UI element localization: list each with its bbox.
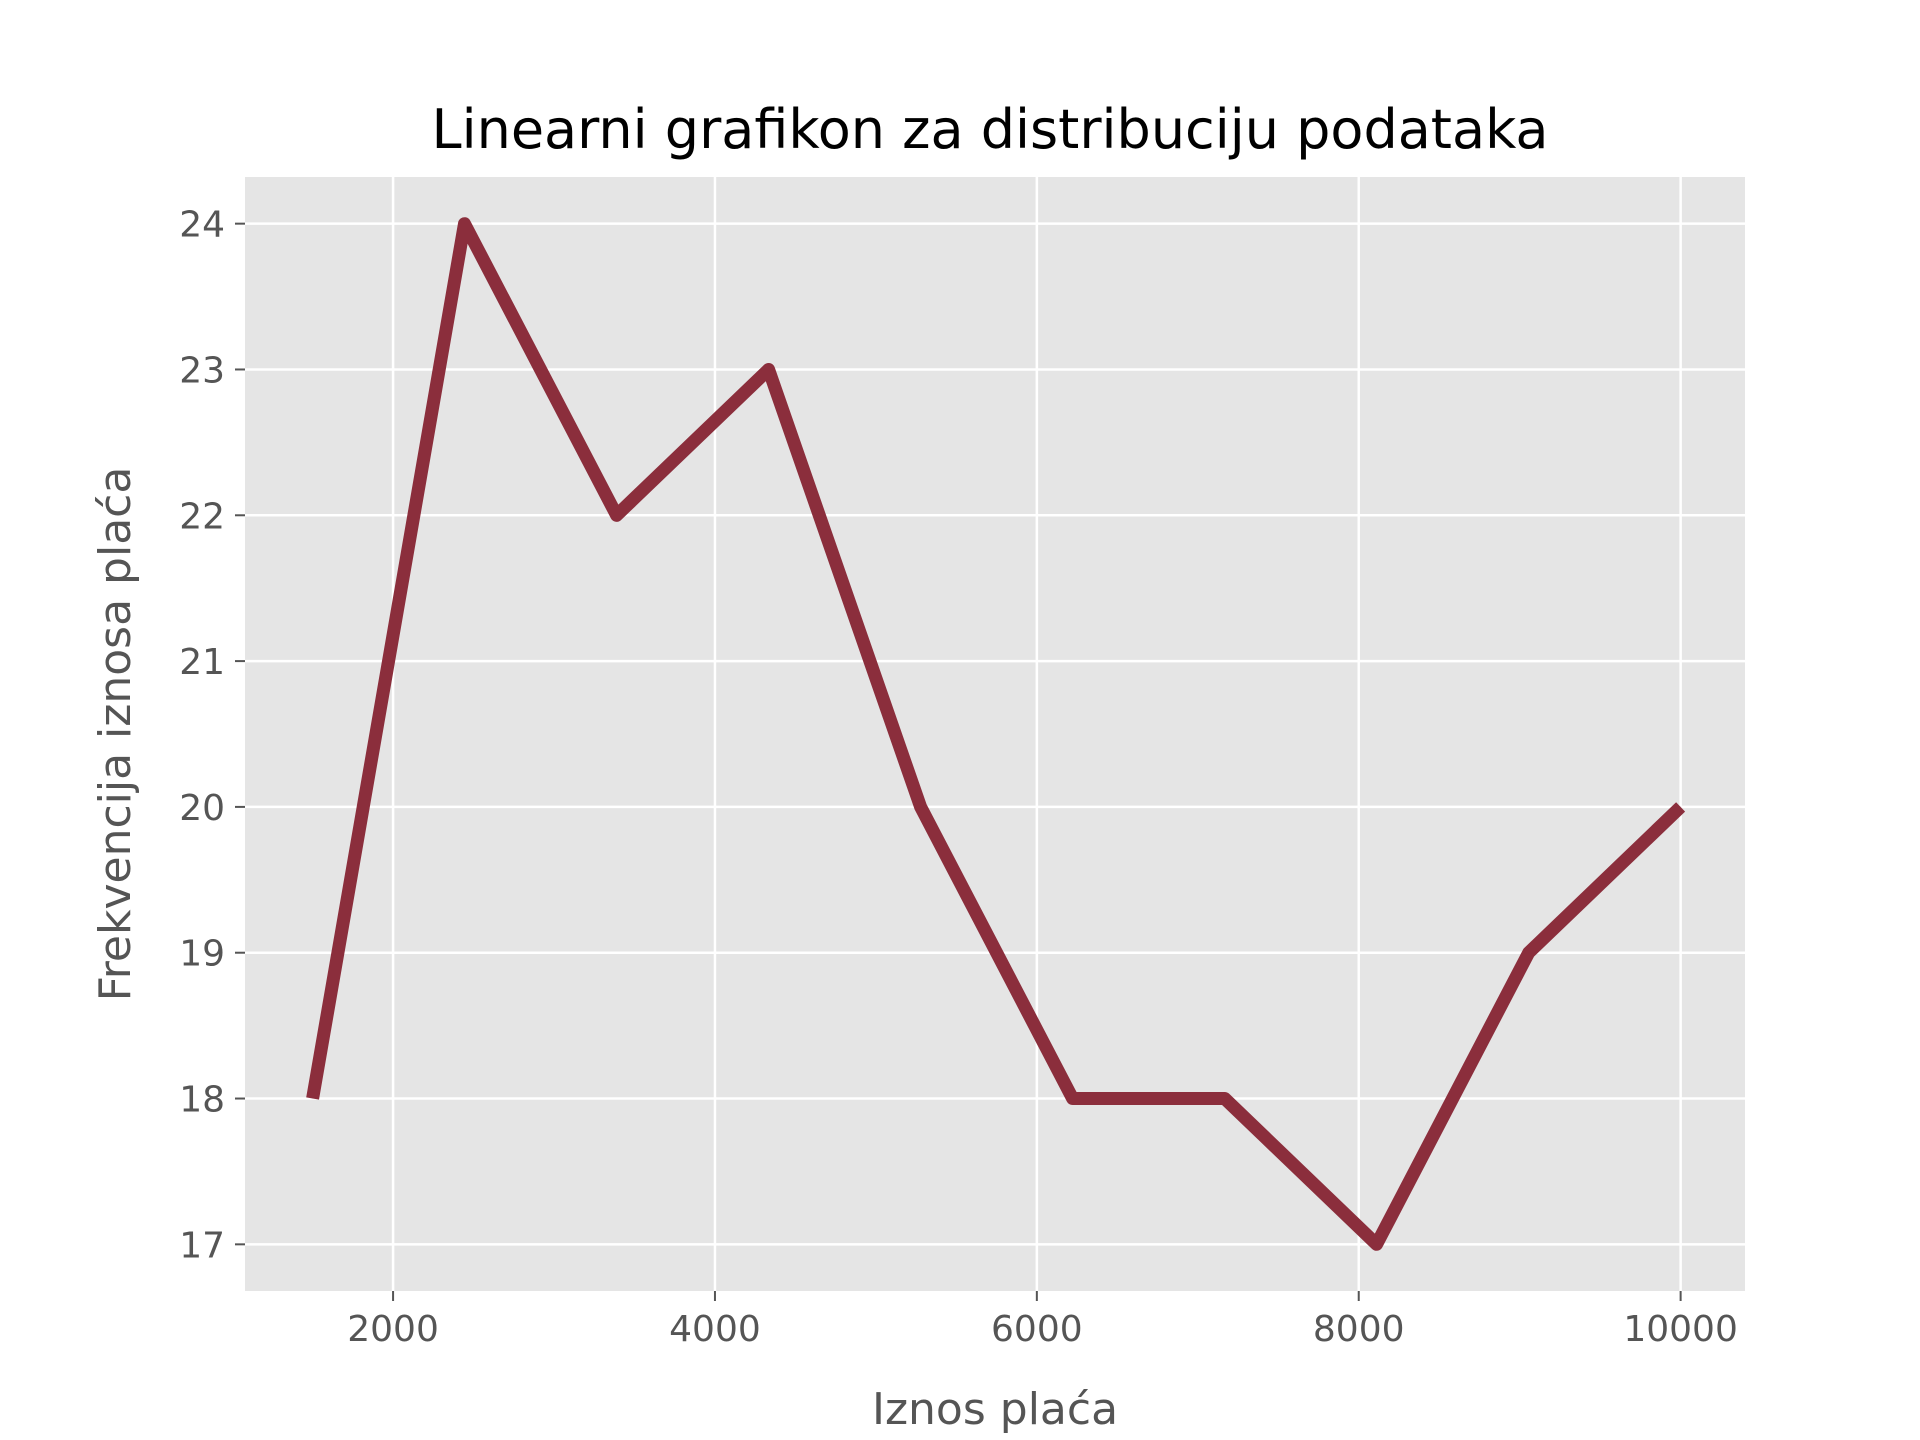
y-tick-label: 22 [179,496,225,537]
grid-lines [245,177,1745,1291]
series-layer [306,217,1686,1251]
x-tick-label: 2000 [347,1309,439,1350]
y-tick-label: 21 [179,642,225,683]
x-tick-label: 10000 [1623,1309,1738,1350]
y-axis-label: Frekvencija iznosa plaća [90,467,141,1002]
x-tick-label: 6000 [991,1309,1083,1350]
series-line [306,217,1686,1251]
x-axis-label: Iznos plaća [872,1384,1118,1435]
y-tick-label: 24 [179,205,225,246]
y-tick-label: 20 [179,788,225,829]
x-tick-label: 4000 [669,1309,761,1350]
y-tick-label: 17 [179,1225,225,1266]
plot-area [245,177,1745,1291]
y-tick-label: 23 [179,350,225,391]
axis-ticks: 2000 4000 6000 8000 10000 17 18 19 20 21 22 23 24 [179,205,1738,1350]
y-tick-label: 19 [179,934,225,975]
chart-title: Linearni grafikon za distribuciju podata… [432,98,1549,161]
y-tick-label: 18 [179,1080,225,1121]
x-tick-label: 8000 [1313,1309,1405,1350]
